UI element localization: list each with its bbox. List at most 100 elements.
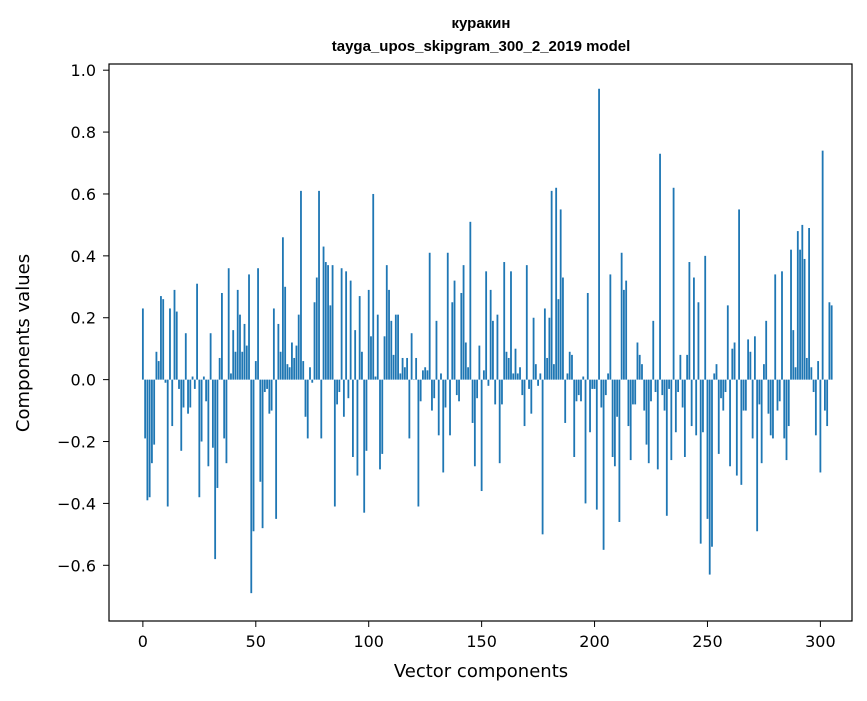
y-tick-label: −0.2 xyxy=(57,433,96,452)
bar xyxy=(779,380,781,402)
bar xyxy=(176,312,178,380)
bar xyxy=(454,281,456,380)
bar xyxy=(763,364,765,379)
bar xyxy=(237,290,239,380)
bar xyxy=(223,380,225,439)
bar xyxy=(474,380,476,467)
bar xyxy=(745,380,747,411)
bar xyxy=(345,271,347,379)
bar xyxy=(296,346,298,380)
bar xyxy=(729,380,731,467)
bar xyxy=(790,250,792,380)
x-axis-label: Vector components xyxy=(394,661,568,682)
bar xyxy=(677,380,679,392)
bar xyxy=(806,358,808,380)
bar xyxy=(311,380,313,383)
bar xyxy=(731,349,733,380)
bar xyxy=(492,321,494,380)
bar xyxy=(388,290,390,380)
bar xyxy=(497,315,499,380)
bar xyxy=(221,293,223,380)
bar xyxy=(634,380,636,405)
bar xyxy=(375,377,377,380)
bar xyxy=(691,380,693,426)
bar xyxy=(801,225,803,380)
plot-area-frame xyxy=(109,64,852,621)
x-tick-label: 250 xyxy=(692,632,723,651)
bar xyxy=(165,380,167,383)
bar xyxy=(652,321,654,380)
bar xyxy=(573,380,575,457)
bar xyxy=(386,265,388,379)
bar xyxy=(560,209,562,379)
bar xyxy=(657,380,659,470)
bar xyxy=(702,380,704,433)
x-tick-label: 200 xyxy=(579,632,610,651)
bar xyxy=(754,336,756,379)
bar xyxy=(217,380,219,488)
bar xyxy=(506,352,508,380)
bar xyxy=(612,380,614,457)
bar xyxy=(210,333,212,379)
bar xyxy=(381,380,383,454)
bar xyxy=(521,380,523,395)
y-tick-label: 0.2 xyxy=(71,309,96,328)
bar xyxy=(722,380,724,411)
bar xyxy=(379,380,381,470)
bar xyxy=(648,380,650,464)
bar xyxy=(478,346,480,380)
bar xyxy=(725,380,727,392)
bar xyxy=(142,308,144,379)
bar xyxy=(429,253,431,380)
bar xyxy=(777,380,779,411)
bar xyxy=(246,346,248,380)
bar xyxy=(323,247,325,380)
bar xyxy=(244,324,246,380)
bar xyxy=(752,380,754,439)
bar xyxy=(727,305,729,379)
bar xyxy=(517,373,519,379)
bar xyxy=(212,380,214,448)
bar xyxy=(361,352,363,380)
bar xyxy=(314,302,316,379)
bar xyxy=(257,268,259,379)
bar xyxy=(309,367,311,379)
bar xyxy=(399,373,401,379)
bar xyxy=(591,380,593,389)
bar xyxy=(562,278,564,380)
bar xyxy=(255,361,257,380)
bar xyxy=(490,290,492,380)
bar xyxy=(618,380,620,522)
bar xyxy=(673,188,675,380)
bar xyxy=(759,380,761,405)
bar xyxy=(704,256,706,380)
bar xyxy=(300,191,302,380)
bar xyxy=(347,380,349,399)
bar xyxy=(510,271,512,379)
bar xyxy=(508,358,510,380)
bar xyxy=(146,380,148,501)
bar xyxy=(433,380,435,399)
bar xyxy=(404,367,406,379)
bar xyxy=(318,191,320,380)
bar xyxy=(670,380,672,460)
bar xyxy=(743,380,745,411)
bar xyxy=(826,380,828,426)
y-tick-label: −0.4 xyxy=(57,494,96,513)
bar xyxy=(194,380,196,389)
bar xyxy=(781,271,783,379)
bar xyxy=(655,380,657,392)
bar xyxy=(641,364,643,379)
bar xyxy=(709,380,711,575)
bar xyxy=(456,380,458,395)
bar xyxy=(174,290,176,380)
bar xyxy=(336,380,338,405)
bar xyxy=(422,370,424,379)
bar xyxy=(605,380,607,395)
bar xyxy=(402,358,404,380)
bar xyxy=(259,380,261,482)
bar xyxy=(171,380,173,426)
bar xyxy=(621,253,623,380)
bar xyxy=(334,380,336,507)
